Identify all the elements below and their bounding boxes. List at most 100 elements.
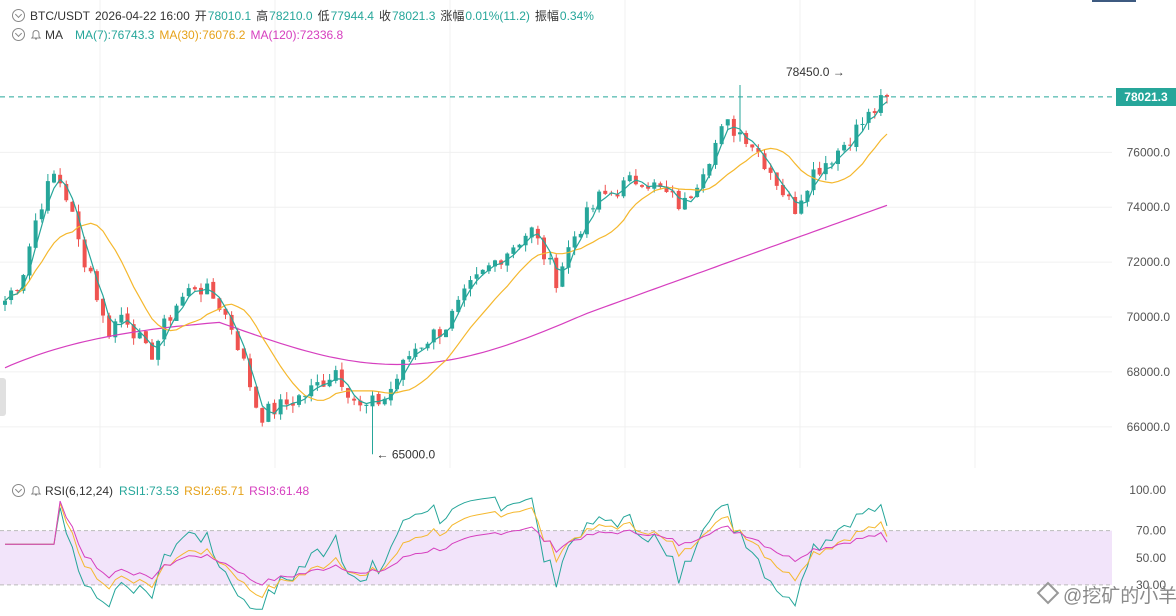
top-tab-indicator[interactable] — [1092, 0, 1136, 2]
candle-body — [223, 308, 228, 315]
candle-body — [462, 288, 467, 301]
low-annotation: ← 65000.0 — [377, 447, 436, 461]
candle-body — [168, 317, 173, 321]
candle-body — [713, 142, 718, 165]
candle-body — [689, 196, 693, 198]
candle-body — [542, 237, 546, 260]
candle-body — [676, 190, 681, 210]
candle-body — [303, 395, 308, 397]
candle-body — [278, 399, 283, 415]
rsi2-value: RSI2:65.71 — [184, 484, 245, 498]
candle-body — [762, 153, 767, 170]
candle-body — [52, 173, 56, 183]
candle-body — [456, 299, 461, 312]
ma7-value: MA(7):76743.3 — [75, 28, 155, 42]
candle-body — [3, 300, 7, 305]
candle-body — [615, 194, 620, 197]
candle-body — [150, 342, 154, 360]
bell-icon[interactable] — [30, 485, 42, 497]
candle-body — [241, 348, 246, 359]
bell-icon[interactable] — [30, 29, 42, 41]
candle-body — [382, 398, 387, 405]
low-label: 低 — [317, 9, 330, 23]
ma7-line — [4, 101, 888, 415]
candle-body — [885, 95, 889, 97]
candle-body — [437, 329, 442, 337]
collapse-left-handle[interactable] — [0, 378, 6, 416]
candle-body — [768, 167, 773, 173]
ma-legend: MA MA(7):76743.3 MA(30):76076.2 MA(120):723… — [12, 27, 348, 43]
candle-body — [627, 175, 632, 182]
ma30-line — [4, 133, 888, 401]
candle-body — [872, 111, 877, 114]
candle-body — [297, 395, 301, 405]
candle-body — [64, 183, 69, 201]
collapse-chevron-icon[interactable] — [12, 9, 25, 22]
pair-label: BTC/USDT — [30, 9, 90, 23]
candle-body — [260, 408, 265, 423]
candle-body — [793, 196, 798, 214]
candle-body — [529, 227, 534, 238]
candle-body — [511, 247, 516, 254]
candle-body — [829, 163, 834, 165]
candle-body — [866, 111, 871, 123]
candle-body — [682, 197, 687, 210]
candle-body — [370, 395, 375, 407]
datetime-label: 2026-04-22 16:00 — [95, 9, 190, 23]
candle-body — [878, 95, 883, 113]
high-value: 78210.0 — [269, 9, 313, 23]
candle-body — [566, 247, 571, 268]
price-axis-label: 68000.0 — [1127, 365, 1171, 379]
ohlc-header: BTC/USDT 2026-04-22 16:00 开78010.1 高78210.0… — [12, 8, 599, 24]
candle-body — [88, 267, 93, 272]
price-axis-label: 72000.0 — [1127, 255, 1171, 269]
candle-body — [701, 174, 706, 189]
candle-body — [119, 314, 124, 323]
candle-body — [621, 180, 626, 197]
candle-body — [186, 288, 191, 297]
rsi1-value: RSI1:73.53 — [119, 484, 180, 498]
amplitude-value: 0.34% — [559, 9, 594, 23]
price-axis-label: 70000.0 — [1127, 310, 1171, 324]
candle-body — [352, 398, 357, 401]
close-label: 收 — [378, 9, 391, 23]
candle-body — [468, 280, 473, 289]
candle-body — [597, 191, 602, 210]
candle-body — [658, 183, 663, 187]
candle-body — [235, 331, 240, 351]
candle-body — [70, 201, 75, 212]
candle-body — [474, 274, 479, 279]
candle-body — [321, 380, 326, 387]
watermark: @挖矿的小羊 — [1036, 581, 1176, 608]
candle-body — [584, 207, 589, 235]
watermark-logo-icon — [1036, 581, 1060, 605]
candle-body — [211, 281, 216, 299]
candle-body — [284, 399, 289, 405]
rsi-axis-label: 100.00 — [1129, 483, 1166, 497]
rsi-axis-label: 50.00 — [1136, 551, 1166, 565]
candle-body — [860, 123, 865, 126]
candle-body — [695, 187, 700, 197]
candle-body — [744, 133, 749, 144]
candle-body — [407, 356, 412, 360]
ma120-line — [4, 204, 888, 369]
candle-body — [156, 340, 161, 360]
candle-body — [836, 150, 840, 165]
price-axis-label: 74000.0 — [1127, 200, 1171, 214]
candle-body — [664, 186, 669, 193]
candle-body — [719, 126, 724, 145]
collapse-chevron-icon[interactable] — [12, 28, 25, 41]
candle-body — [254, 386, 259, 408]
candle-body — [137, 332, 142, 339]
open-value: 78010.1 — [207, 9, 252, 23]
collapse-chevron-icon[interactable] — [12, 484, 25, 497]
candle-body — [738, 132, 742, 135]
last-price-tag: 78021.3 — [1116, 87, 1176, 106]
candle-body — [480, 269, 485, 275]
candle-body — [817, 167, 822, 175]
candle-body — [192, 287, 197, 290]
change-label: 涨幅 — [440, 9, 465, 23]
candle-body — [799, 200, 804, 214]
candle-body — [431, 329, 436, 343]
